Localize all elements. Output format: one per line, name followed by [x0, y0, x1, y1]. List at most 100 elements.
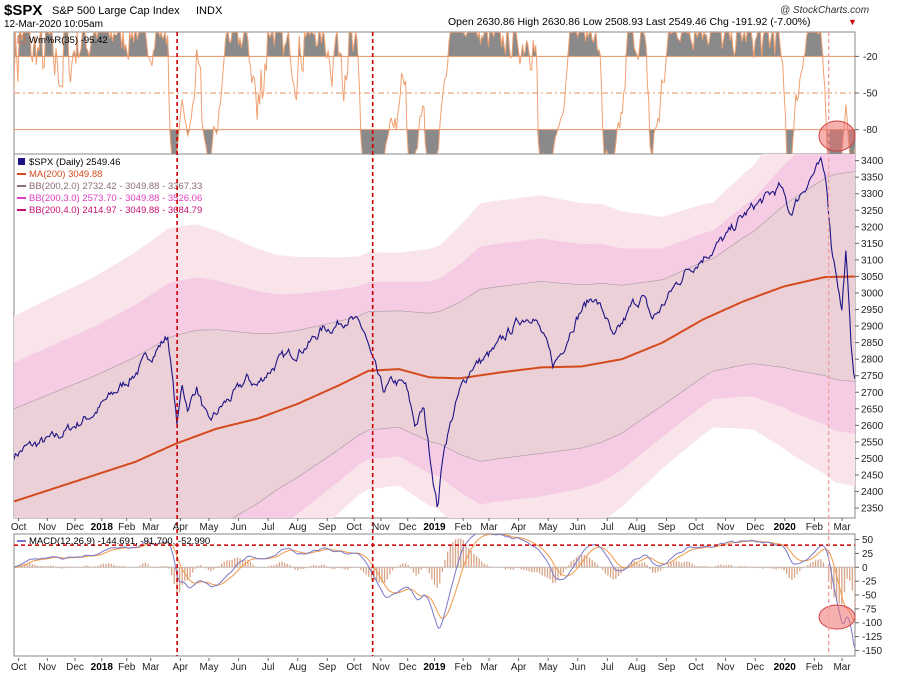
macd-tick-label: -75	[862, 604, 877, 615]
price-legend-entry: BB(200,3.0) 2573.70 - 3049.88 - 3526.06	[29, 193, 202, 204]
x-month-label: May	[539, 522, 558, 533]
x-month-label: Feb	[118, 662, 136, 673]
price-series-group	[14, 154, 855, 518]
price-tick-label: 2450	[861, 470, 884, 481]
x-month-label: Aug	[289, 522, 307, 533]
x-month-label: Sep	[658, 662, 676, 673]
down-marker-icon: ▼	[848, 17, 857, 27]
macd-panel: 50 25 0 -25 -50 -75 -100 -125 -150 MACD(12,26,9) …	[13, 533, 882, 657]
x-month-label: Feb	[455, 522, 473, 533]
macd-series-group	[14, 534, 855, 648]
x-month-label: Sep	[318, 522, 336, 533]
macd-tick-label: 50	[862, 535, 874, 546]
macd-tick-label: -50	[862, 591, 877, 602]
wr-highlight-circle	[818, 120, 856, 152]
x-month-label: Aug	[628, 662, 646, 673]
x-month-label: May	[200, 662, 219, 673]
price-tick-label: 2350	[861, 504, 884, 515]
price-tick-label: 2400	[861, 487, 884, 498]
x-month-label: Feb	[806, 522, 824, 533]
price-legend-entry: BB(200,2.0) 2732.42 - 3049.88 - 3367.33	[29, 181, 202, 192]
x-month-label: Nov	[717, 522, 735, 533]
bb4-upper-band	[14, 154, 796, 363]
x-month-label: Oct	[346, 662, 362, 673]
price-tick-label: 3200	[861, 222, 884, 233]
macd-plot-area	[13, 533, 856, 657]
wr-tick-label: -20	[863, 52, 878, 63]
x-month-label: Mar	[142, 662, 160, 673]
x-month-label: Oct	[688, 522, 704, 533]
x-month-label: Mar	[480, 662, 498, 673]
price-tick-label: 2650	[861, 404, 884, 415]
x-month-label: Dec	[746, 662, 764, 673]
x-month-label: Feb	[455, 662, 473, 673]
price-line	[14, 156, 855, 508]
x-month-label: Dec	[66, 522, 84, 533]
x-month-label: Dec	[399, 522, 417, 533]
legend-swatch	[18, 158, 25, 165]
williams-r-panel: -20 -50 -80 Wm%R(35) -95.42	[13, 31, 878, 155]
wr-line	[14, 32, 855, 154]
wr-series-group	[14, 32, 855, 154]
security-name: S&P 500 Large Cap Index	[52, 5, 180, 17]
price-legend-entry: $SPX (Daily) 2549.46	[29, 157, 120, 168]
x-month-label: Jul	[262, 522, 275, 533]
x-month-label: Oct	[11, 522, 27, 533]
x-year-label: 2018	[91, 522, 114, 533]
date-label: 12-Mar-2020 10:05am	[4, 19, 103, 30]
price-legend-entry: BB(200,4.0) 2414.97 - 3049.88 - 3684.79	[29, 205, 202, 216]
x-month-label: Sep	[658, 522, 676, 533]
x-year-label: 2018	[91, 662, 114, 673]
x-month-label: Apr	[173, 662, 189, 673]
price-tick-label: 3100	[861, 255, 884, 266]
price-tick-label: 2950	[861, 305, 884, 316]
x-month-label: Jul	[601, 662, 614, 673]
bb2-lower-line	[232, 363, 855, 518]
x-month-label: Nov	[38, 662, 56, 673]
macd-tick-label: -25	[862, 577, 877, 588]
x-year-label: 2019	[423, 522, 446, 533]
bb4-lower-band	[292, 396, 855, 518]
x-month-label: Feb	[118, 522, 136, 533]
price-tick-label: 3300	[861, 189, 884, 200]
x-month-label: Mar	[833, 522, 851, 533]
x-month-label: Aug	[289, 662, 307, 673]
ma200-line	[14, 275, 855, 503]
bb2-band	[14, 171, 855, 518]
price-tick-label: 3150	[861, 239, 884, 250]
macd-tick-label: -100	[862, 618, 882, 629]
macd-legend: MACD(12,26,9) -144.691, -91.700, -52.990	[29, 536, 210, 547]
x-month-label: Jul	[262, 662, 275, 673]
price-tick-label: 3400	[861, 156, 884, 167]
wr-legend: Wm%R(35) -95.42	[29, 35, 108, 46]
x-month-label: Apr	[173, 522, 189, 533]
price-tick-label: 3050	[861, 272, 884, 283]
macd-highlight-circle	[818, 604, 856, 630]
x-month-label: May	[200, 522, 219, 533]
x-month-label: Dec	[746, 522, 764, 533]
price-panel: 3400 3350 3300 3250 3200 3150 3100 3050 3000 2950…	[13, 153, 884, 519]
price-tick-label: 2700	[861, 388, 884, 399]
price-tick-label: 2500	[861, 454, 884, 465]
x-month-label: Mar	[480, 522, 498, 533]
x-month-label: Jun	[231, 522, 247, 533]
macd-tick-label: 25	[862, 549, 874, 560]
x-month-label: Nov	[372, 522, 390, 533]
bb3-upper-band	[14, 154, 855, 409]
x-axes: Oct Nov Dec 2018 Feb Mar Apr May Jun Jul Aug Sep Oct…	[11, 32, 851, 673]
price-tick-label: 2750	[861, 371, 884, 382]
price-legend-entry: MA(200) 3049.88	[29, 169, 102, 180]
x-month-label: Nov	[38, 522, 56, 533]
x-month-label: Oct	[688, 662, 704, 673]
x-month-label: Apr	[511, 522, 527, 533]
x-month-label: Jun	[570, 522, 586, 533]
wr-tick-label: -50	[863, 89, 878, 100]
x-year-label: 2020	[774, 522, 797, 533]
price-tick-label: 3250	[861, 206, 884, 217]
x-month-label: Mar	[142, 522, 160, 533]
price-tick-label: 2550	[861, 437, 884, 448]
price-tick-label: 2900	[861, 322, 884, 333]
x-month-label: Feb	[806, 662, 824, 673]
x-month-label: Jun	[570, 662, 586, 673]
